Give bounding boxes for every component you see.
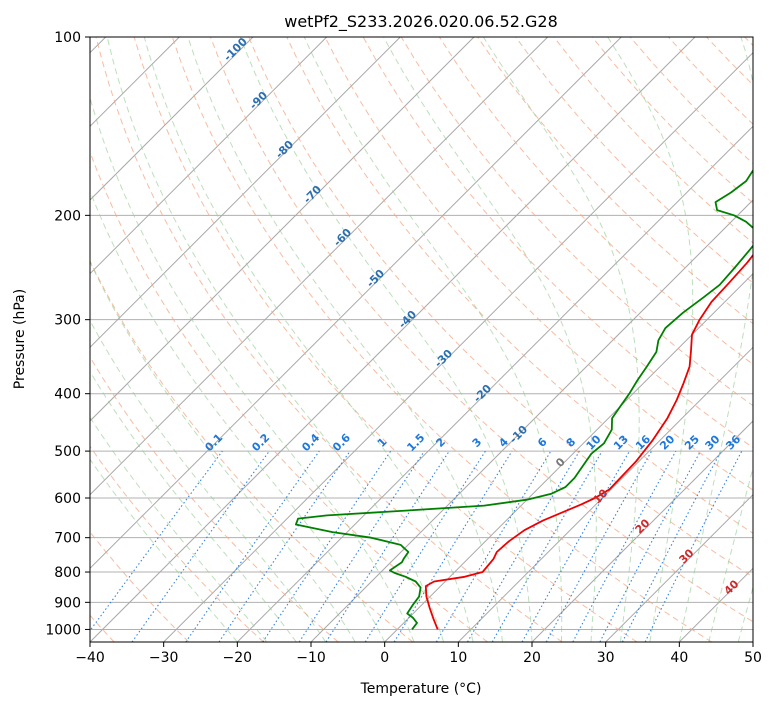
moist-adiabat-line [708,466,753,642]
x-tick-label: −20 [223,650,253,666]
temperature-line [424,253,753,630]
y-tick-label: 800 [54,565,81,581]
x-tick-label: −10 [296,650,326,666]
moist-adiabat-line [90,458,238,642]
chart-title: wetPf2_S233.2026.020.06.52.G28 [284,12,558,32]
isotherm-line [90,37,328,275]
y-tick-label: 1000 [45,622,81,638]
moist-adiabat-line [239,37,533,642]
mixing-ratio-lines [90,450,743,642]
y-tick-label: 200 [54,208,81,224]
dry-adiabat-line [171,37,712,642]
moist-adiabat-line [90,96,415,642]
x-tick-label: 20 [523,650,541,666]
x-tick-label: 10 [449,650,467,666]
moist-adiabat-line [737,585,753,642]
plot-area: 0.1 0.2 0.4 0.6 1 1.5 2 3 4 6 8 10 13 16 20 25 30 36-100-… [90,37,753,642]
dry-adiabat-line [515,37,753,284]
isotherm-line [90,37,254,201]
x-tick-label: −30 [149,650,179,666]
moist-adiabat-line [187,37,503,642]
mixing-ratio-line [572,450,677,642]
mixing-ratio-line [521,450,630,642]
y-axis-label: Pressure (hPa) [12,289,28,389]
moist-adiabat-line [383,37,597,642]
y-tick-label: 300 [54,313,81,329]
mixing-ratio-line [131,450,270,642]
x-tick-label: 50 [744,650,762,666]
dewpoint-line [295,168,753,630]
y-tick-label: 700 [54,531,81,547]
isotherm-line [90,37,401,349]
mixing-ratio-line [325,450,450,642]
dry-adiabat-line [95,37,563,642]
dry-adiabat-line [90,445,264,642]
x-tick-label: −40 [75,650,105,666]
moist-adiabat-line [678,37,753,642]
moist-adiabat-line [90,189,386,642]
moist-adiabat-line [143,37,474,642]
isotherm-line [384,272,753,642]
isotherm-line [90,37,622,570]
moist-adiabat-line [90,416,268,642]
isotherm-line [90,37,549,496]
mixing-ratio-line [644,450,743,642]
mixing-ratio-line [545,450,653,642]
isotherm-line [90,37,696,642]
moist-adiabat-line [90,319,327,642]
x-tick-label: 40 [670,650,688,666]
x-axis: −40 −30 −20 −10 0 10 20 30 40 50 [75,642,762,666]
moist-adiabats [90,37,753,642]
y-tick-label: 100 [54,30,81,46]
isotherm-line [90,37,475,422]
x-tick-label: 0 [380,650,389,666]
dry-adiabat-line [133,37,638,642]
profile-series [295,168,753,630]
dry-adiabat-line [210,37,753,623]
isotherm-line [163,51,753,642]
mixing-ratio-line [262,450,392,642]
dry-adiabat-line [248,37,753,578]
dry-adiabat-line [90,356,339,642]
mixing-ratio-line [298,450,425,642]
mixing-ratio-line [218,450,351,642]
plot-frame [89,36,754,643]
mixing-ratio-line [393,450,513,642]
moist-adiabat-line [607,37,694,642]
moist-adiabat-line [303,37,563,642]
x-axis-label: Temperature (°C) [360,681,482,697]
dry-adiabat-line [90,259,414,642]
moist-adiabat-line [90,370,297,642]
mixing-ratio-line [90,450,223,632]
mixing-ratio-line [185,450,320,642]
y-tick-label: 500 [54,444,81,460]
isotherm-line [605,493,753,642]
y-tick-label: 600 [54,491,81,507]
moist-adiabat-line [90,260,356,642]
y-tick-label: 400 [54,387,81,403]
y-tick-label: 900 [54,595,81,611]
isotherms [90,37,753,642]
y-axis: 100 200 300 400 500 600 700 800 900 1000 [45,30,90,638]
moist-adiabat-line [482,37,640,642]
dry-adiabat-line [286,37,753,534]
isotherm-line [236,125,753,642]
pressure-gridlines [90,37,753,630]
isotherm-line [531,420,753,642]
x-tick-label: 30 [597,650,615,666]
